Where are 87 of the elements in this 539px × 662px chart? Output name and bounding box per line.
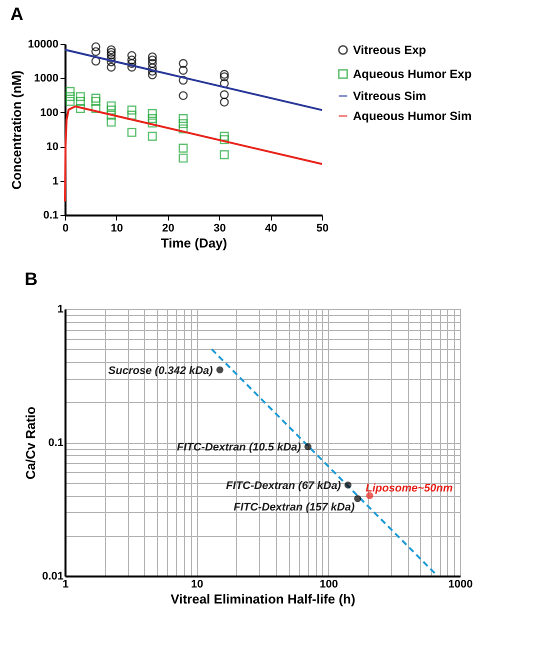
point bbox=[106, 54, 116, 63]
point bbox=[148, 52, 157, 62]
point bbox=[106, 118, 116, 127]
point bbox=[220, 135, 229, 144]
series-label: Liposome~50nm bbox=[366, 482, 453, 495]
point bbox=[91, 96, 100, 106]
y-tick-label: 0.01 bbox=[42, 570, 64, 582]
y-tick-label: 1 bbox=[52, 175, 58, 188]
point bbox=[91, 94, 100, 103]
x-tick-label: 100 bbox=[320, 578, 338, 590]
point bbox=[66, 96, 75, 106]
legend-label: Aqueous Humor Exp bbox=[353, 67, 472, 81]
point bbox=[66, 92, 75, 102]
x-axis-title: Vitreal Elimination Half-life (h) bbox=[170, 592, 356, 606]
point bbox=[127, 58, 136, 68]
point bbox=[127, 51, 136, 60]
chart-title: A bbox=[10, 4, 24, 24]
point bbox=[66, 86, 75, 96]
chart-title: B bbox=[24, 269, 38, 289]
point bbox=[220, 78, 229, 88]
annotation: FITC-Dextran (67 kDa) bbox=[226, 480, 342, 492]
point bbox=[127, 62, 136, 72]
point bbox=[220, 90, 229, 100]
point bbox=[106, 101, 116, 110]
point bbox=[178, 76, 188, 85]
annotation: Sucrose (0.342 kDa) bbox=[108, 364, 214, 377]
point bbox=[106, 62, 116, 72]
point bbox=[148, 56, 157, 65]
point bbox=[178, 154, 188, 163]
point bbox=[178, 66, 188, 75]
x-tick-label: 1000 bbox=[448, 578, 473, 590]
point bbox=[148, 118, 157, 128]
point bbox=[76, 96, 85, 106]
x-tick-label: 30 bbox=[214, 222, 226, 234]
y-axis-title: Concentration (nM) bbox=[8, 70, 24, 190]
x-tick-label: 0 bbox=[62, 222, 69, 234]
point bbox=[148, 63, 157, 72]
point bbox=[178, 114, 188, 124]
point bbox=[178, 119, 188, 128]
point bbox=[91, 47, 100, 56]
legend-label: Aqueous Humor Sim bbox=[353, 109, 472, 123]
point bbox=[148, 132, 157, 141]
point bbox=[220, 70, 229, 79]
point bbox=[220, 72, 229, 82]
point bbox=[91, 42, 100, 52]
y-axis-title: Ca/Cv Ratio bbox=[23, 406, 38, 480]
point bbox=[178, 144, 188, 153]
point bbox=[148, 58, 157, 68]
point bbox=[148, 108, 157, 118]
y-tick-label: 0.1 bbox=[48, 437, 64, 449]
point bbox=[148, 114, 157, 124]
x-tick-label: 10 bbox=[110, 222, 124, 234]
point bbox=[220, 150, 229, 160]
point bbox=[220, 98, 229, 107]
point bbox=[106, 50, 116, 60]
x-tick-label: 10 bbox=[191, 578, 204, 590]
y-tick-label: 1 bbox=[57, 304, 64, 316]
annotation: FITC-Dextran (10.5 kDa) bbox=[176, 442, 302, 454]
y-tick-label: 1000 bbox=[34, 72, 58, 85]
y-tick-label: 100 bbox=[40, 106, 58, 119]
point bbox=[178, 91, 188, 100]
legend-label: Vitreous Exp bbox=[353, 43, 426, 57]
point bbox=[178, 124, 188, 134]
point bbox=[127, 128, 136, 137]
point bbox=[91, 104, 100, 114]
x-tick-label: 20 bbox=[162, 222, 174, 234]
point bbox=[106, 48, 116, 57]
legend-label: Vitreous Sim bbox=[353, 89, 426, 103]
point bbox=[148, 70, 157, 80]
y-tick-label: 10000 bbox=[28, 38, 58, 50]
point bbox=[148, 66, 157, 76]
point bbox=[76, 92, 85, 102]
point bbox=[220, 132, 229, 141]
annotation: FITC-Dextran (157 kDa) bbox=[234, 502, 355, 514]
x-tick-label: 40 bbox=[264, 222, 278, 234]
point bbox=[106, 45, 116, 54]
point bbox=[106, 110, 116, 120]
x-axis-title: Time (Day) bbox=[160, 236, 228, 250]
point bbox=[178, 58, 188, 68]
y-tick-label: 10 bbox=[46, 141, 58, 154]
y-tick-label: 0.1 bbox=[43, 210, 58, 222]
point bbox=[127, 106, 136, 115]
point bbox=[127, 56, 136, 65]
point bbox=[76, 104, 85, 114]
x-tick-label: 50 bbox=[316, 222, 329, 234]
point bbox=[106, 57, 116, 66]
point bbox=[91, 56, 100, 66]
